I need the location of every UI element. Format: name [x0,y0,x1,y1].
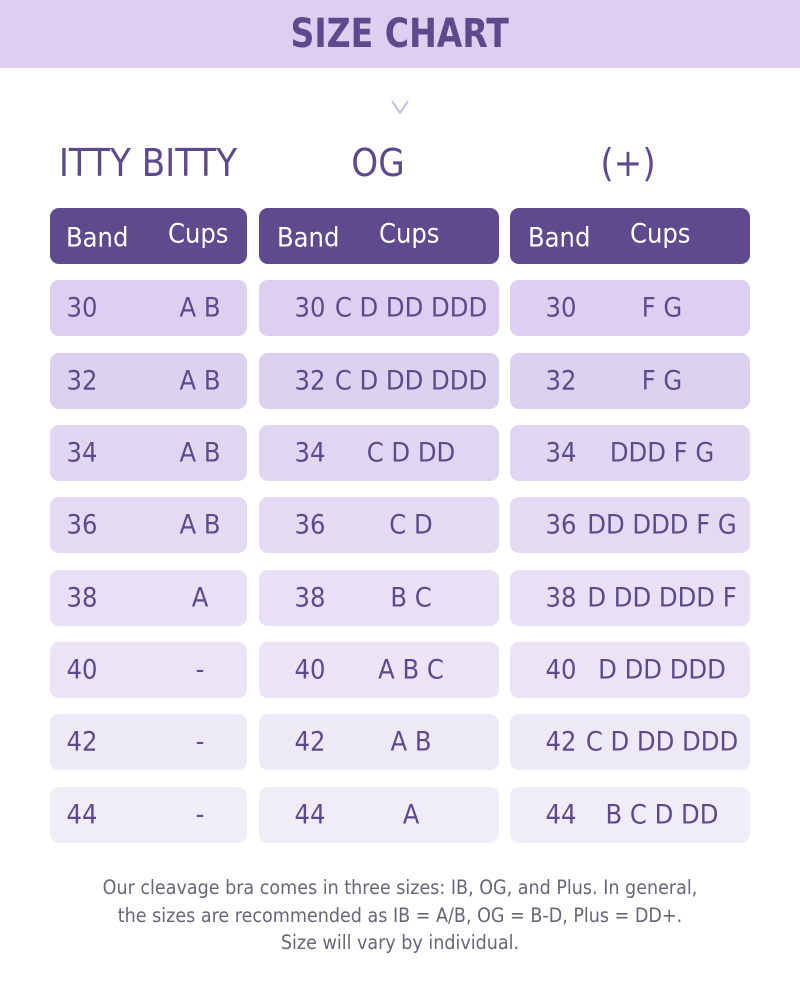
band-value: 42 [545,726,577,758]
cups-header: Cups [630,218,691,250]
table-row: 38 D DD DDD F [510,570,750,626]
table-row: 36 DD DDD F G [510,497,750,553]
cups-value: A B [179,365,221,397]
cups-value: - [195,799,205,831]
column-title: OG [351,141,405,185]
table-row: 42 - [50,714,247,770]
table-row: 44 A [259,787,499,843]
cups-header: Cups [168,218,229,250]
band-value: 34 [294,437,326,469]
cups-value: C D [389,509,433,541]
table-row: 30 A B [50,280,247,336]
footer-line: Size will vary by individual. [280,931,520,954]
band-value: 34 [66,437,98,469]
footer-line: the sizes are recommended as IB = A/B, O… [117,903,683,927]
cups-value: A B C [378,654,444,686]
band-header: Band [277,222,340,254]
table-row: 40 A B C [259,642,499,698]
band-header: Band [66,222,129,254]
column-title: ITTY BITTY [58,141,238,185]
table-row: 36 C D [259,497,499,553]
cups-value: A B [179,509,221,541]
table-row: 38 A [50,570,247,626]
band-value: 32 [66,365,98,397]
band-value: 40 [294,654,326,686]
band-value: 44 [294,799,326,831]
band-value: 38 [545,582,577,614]
cups-value: C D DD DDD [334,365,488,397]
band-value: 38 [294,582,326,614]
band-value: 36 [545,509,577,541]
table-row: 38 B C [259,570,499,626]
table-row: 32 A B [50,353,247,409]
chevron-down-icon [391,100,409,115]
cups-value: C D DD DDD [334,292,488,324]
band-value: 40 [545,654,577,686]
footer-line: Our cleavage bra comes in three sizes: I… [102,876,698,899]
footer-note: Our cleavage bra comes in three sizes: I… [0,874,800,957]
band-value: 36 [66,509,98,541]
cups-value: A B [179,292,221,324]
band-value: 32 [294,365,326,397]
cups-value: - [195,726,205,758]
table-row: 34 C D DD [259,425,499,481]
cups-value: D DD DDD F [587,582,737,614]
cups-value: A [191,582,209,614]
band-value: 40 [66,654,98,686]
band-value: 30 [66,292,98,324]
band-value: 34 [545,437,577,469]
cups-value: D DD DDD [598,654,726,686]
header-band: SIZE CHART [0,0,800,68]
cups-value: A B [390,726,432,758]
band-value: 44 [545,799,577,831]
cups-value: B C [390,582,432,614]
band-value: 44 [66,799,98,831]
cups-value: F G [641,365,683,397]
band-value: 30 [294,292,326,324]
cups-value: DDD F G [609,437,715,469]
band-header: Band [528,222,591,254]
page-title: SIZE CHART [290,11,510,57]
table-row: 44 B C D DD [510,787,750,843]
table-row: 30 C D DD DDD [259,280,499,336]
cups-header: Cups [379,218,440,250]
table-row: 30 F G [510,280,750,336]
band-value: 30 [545,292,577,324]
cups-value: C D DD [366,437,456,469]
table-header-row: Band Cups [259,208,499,264]
band-value: 42 [66,726,98,758]
table-row: 44 - [50,787,247,843]
cups-value: B C D DD [605,799,719,831]
cups-value: A [402,799,420,831]
table-row: 36 A B [50,497,247,553]
column-title: (+) [600,141,656,185]
band-value: 38 [66,582,98,614]
table-row: 32 C D DD DDD [259,353,499,409]
table-row: 40 D DD DDD [510,642,750,698]
table-row: 34 DDD F G [510,425,750,481]
table-row: 42 C D DD DDD [510,714,750,770]
cups-value: - [195,654,205,686]
cups-value: DD DDD F G [587,509,737,541]
table-row: 32 F G [510,353,750,409]
band-value: 32 [545,365,577,397]
table-row: 42 A B [259,714,499,770]
table-header-row: Band Cups [50,208,247,264]
table-header-row: Band Cups [510,208,750,264]
table-row: 34 A B [50,425,247,481]
band-value: 36 [294,509,326,541]
band-value: 42 [294,726,326,758]
cups-value: A B [179,437,221,469]
cups-value: F G [641,292,683,324]
cups-value: C D DD DDD [585,726,739,758]
table-row: 40 - [50,642,247,698]
